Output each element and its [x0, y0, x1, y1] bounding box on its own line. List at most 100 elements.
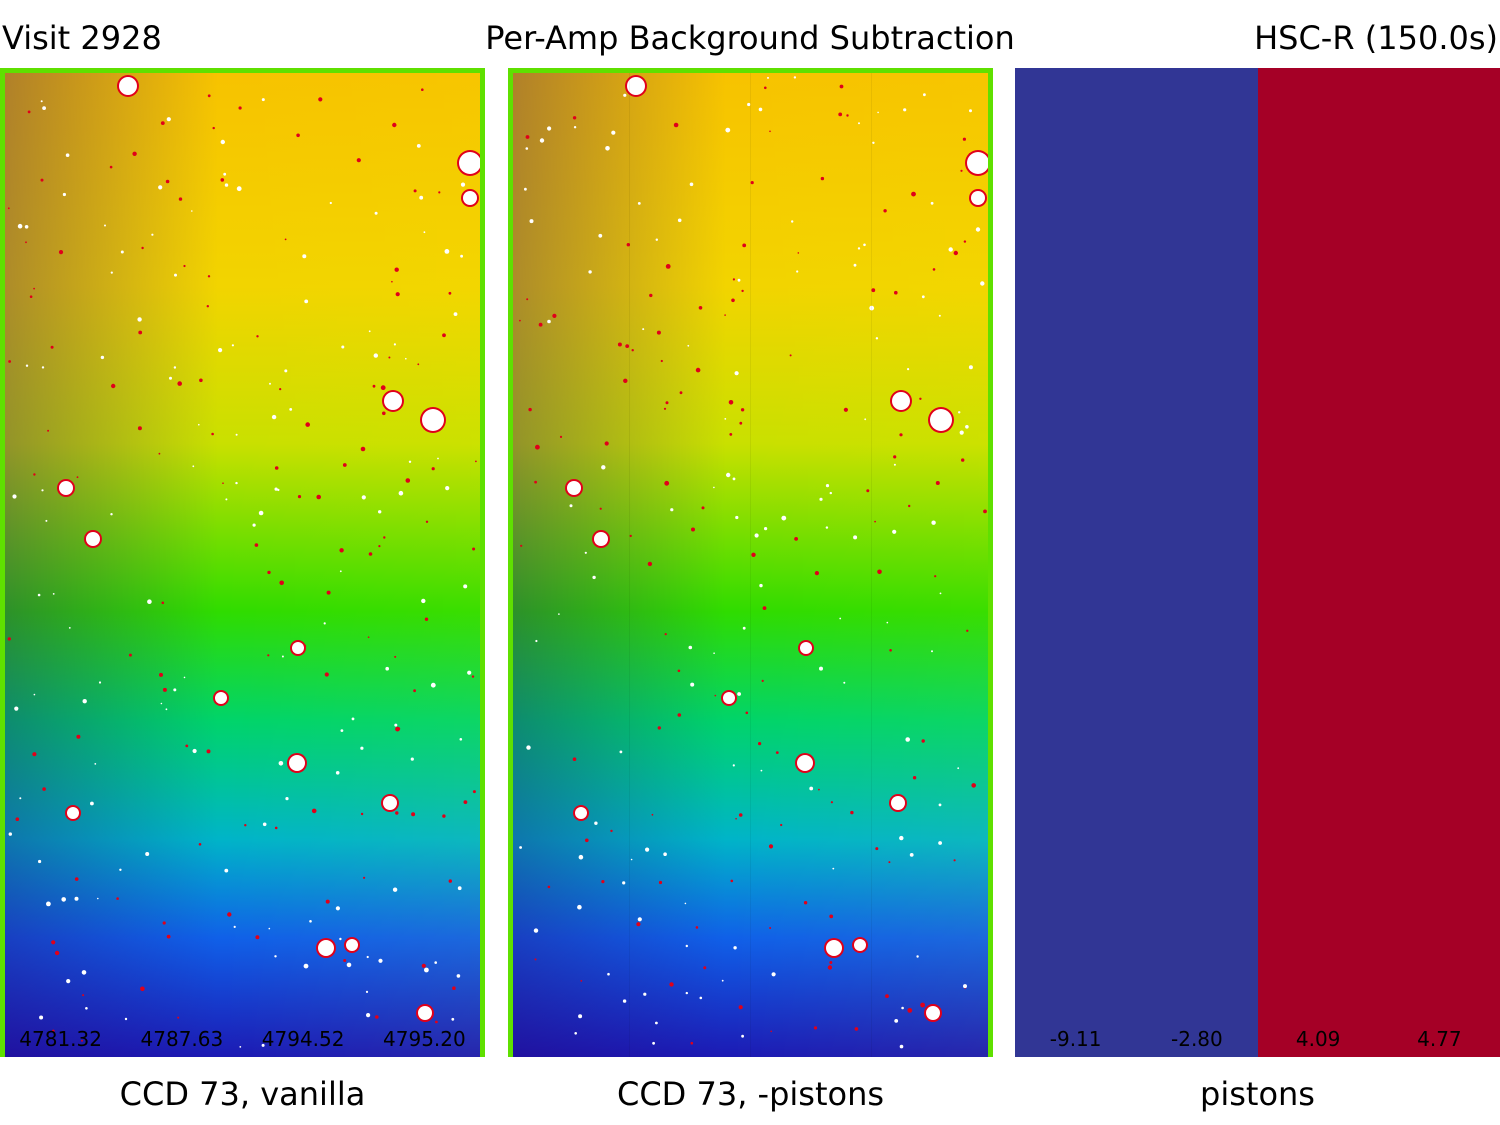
star-speck — [262, 822, 267, 827]
star-speck — [935, 481, 940, 485]
star-speck — [877, 111, 879, 114]
star-speck — [957, 767, 960, 770]
star-speck — [351, 717, 355, 721]
star-speck — [673, 122, 679, 128]
star-speck — [893, 455, 897, 459]
amp-value: 4794.52 — [261, 1027, 345, 1051]
star-speck — [417, 363, 420, 366]
star-speck — [394, 655, 397, 658]
star-speck — [380, 385, 386, 391]
star-speck — [905, 737, 910, 742]
star-speck — [572, 116, 577, 120]
star-speck — [769, 130, 771, 133]
star-speck — [547, 885, 551, 889]
star-speck — [875, 337, 879, 340]
star-speck — [877, 569, 882, 575]
star-speck — [223, 172, 227, 176]
star-speck — [438, 191, 441, 194]
star-speck — [656, 330, 661, 335]
star-speck — [346, 962, 352, 968]
star-speck — [302, 254, 307, 259]
star-speck — [573, 126, 577, 129]
star-speck — [724, 314, 726, 316]
star-speck — [252, 523, 256, 527]
star-speck — [594, 821, 598, 825]
star-speck — [160, 702, 163, 705]
star-speck — [274, 466, 279, 470]
star-speck — [740, 408, 745, 412]
star-speck — [66, 979, 71, 984]
star-speck — [737, 692, 741, 696]
star-speck — [284, 369, 288, 373]
star-speck — [368, 330, 371, 333]
star-speck — [771, 972, 776, 977]
star-speck — [279, 580, 285, 586]
star-speck — [642, 328, 645, 331]
star-speck — [329, 201, 332, 205]
star-speck — [98, 681, 102, 684]
star-speck — [58, 250, 64, 255]
star-speck — [365, 990, 369, 994]
star-speck — [166, 934, 171, 939]
star-speck — [457, 886, 462, 891]
caption-minus-pistons: CCD 73, -pistons — [616, 1075, 885, 1113]
star-speck — [519, 846, 522, 849]
star-speck — [610, 829, 613, 833]
star-speck — [227, 912, 232, 917]
star-speck — [780, 823, 783, 827]
star-speck — [453, 312, 458, 316]
star-speck — [903, 108, 907, 112]
star-speck — [460, 254, 463, 258]
star-speck — [198, 423, 200, 426]
star-speck — [839, 84, 844, 89]
star-speck — [789, 354, 792, 357]
star-speck — [437, 457, 439, 460]
star-speck — [747, 102, 751, 107]
star-speck — [378, 545, 381, 548]
star-speck — [41, 366, 45, 369]
star-speck — [145, 852, 150, 856]
star-speck — [8, 832, 12, 836]
bright-star — [826, 940, 842, 956]
star-speck — [19, 797, 22, 800]
star-speck — [199, 378, 203, 383]
star-speck — [421, 963, 426, 968]
star-speck — [687, 344, 690, 347]
star-speck — [534, 480, 537, 484]
star-speck — [173, 688, 177, 692]
star-speck — [140, 986, 145, 992]
star-speck — [110, 271, 113, 274]
star-speck — [206, 305, 209, 308]
star-speck — [657, 726, 661, 730]
star-speck — [825, 526, 829, 529]
star-speck — [261, 98, 265, 102]
caption-pistons: pistons — [1200, 1075, 1315, 1113]
star-speck — [361, 495, 366, 500]
star-speck — [664, 633, 667, 636]
star-speck — [138, 330, 143, 335]
star-speck — [76, 476, 79, 479]
piston-value: -2.80 — [1171, 1027, 1223, 1051]
piston-block — [1378, 68, 1500, 1057]
star-speck — [192, 748, 197, 754]
star-speck — [198, 843, 202, 846]
star-speck — [734, 371, 739, 376]
star-speck — [960, 169, 963, 172]
star-speck — [54, 950, 60, 956]
star-speck — [366, 1013, 371, 1018]
star-speck — [284, 238, 287, 241]
star-speck — [703, 966, 707, 970]
star-speck — [177, 1016, 180, 1019]
star-speck — [373, 353, 378, 358]
star-speck — [819, 497, 823, 501]
star-speck — [739, 421, 743, 425]
star-speck — [111, 383, 116, 389]
star-speck — [81, 970, 87, 975]
bright-star — [892, 392, 910, 410]
star-speck — [750, 181, 754, 185]
star-speck — [714, 694, 717, 697]
star-speck — [360, 446, 366, 452]
star-speck — [341, 345, 345, 349]
star-speck — [578, 1014, 583, 1019]
star-speck — [38, 859, 42, 864]
